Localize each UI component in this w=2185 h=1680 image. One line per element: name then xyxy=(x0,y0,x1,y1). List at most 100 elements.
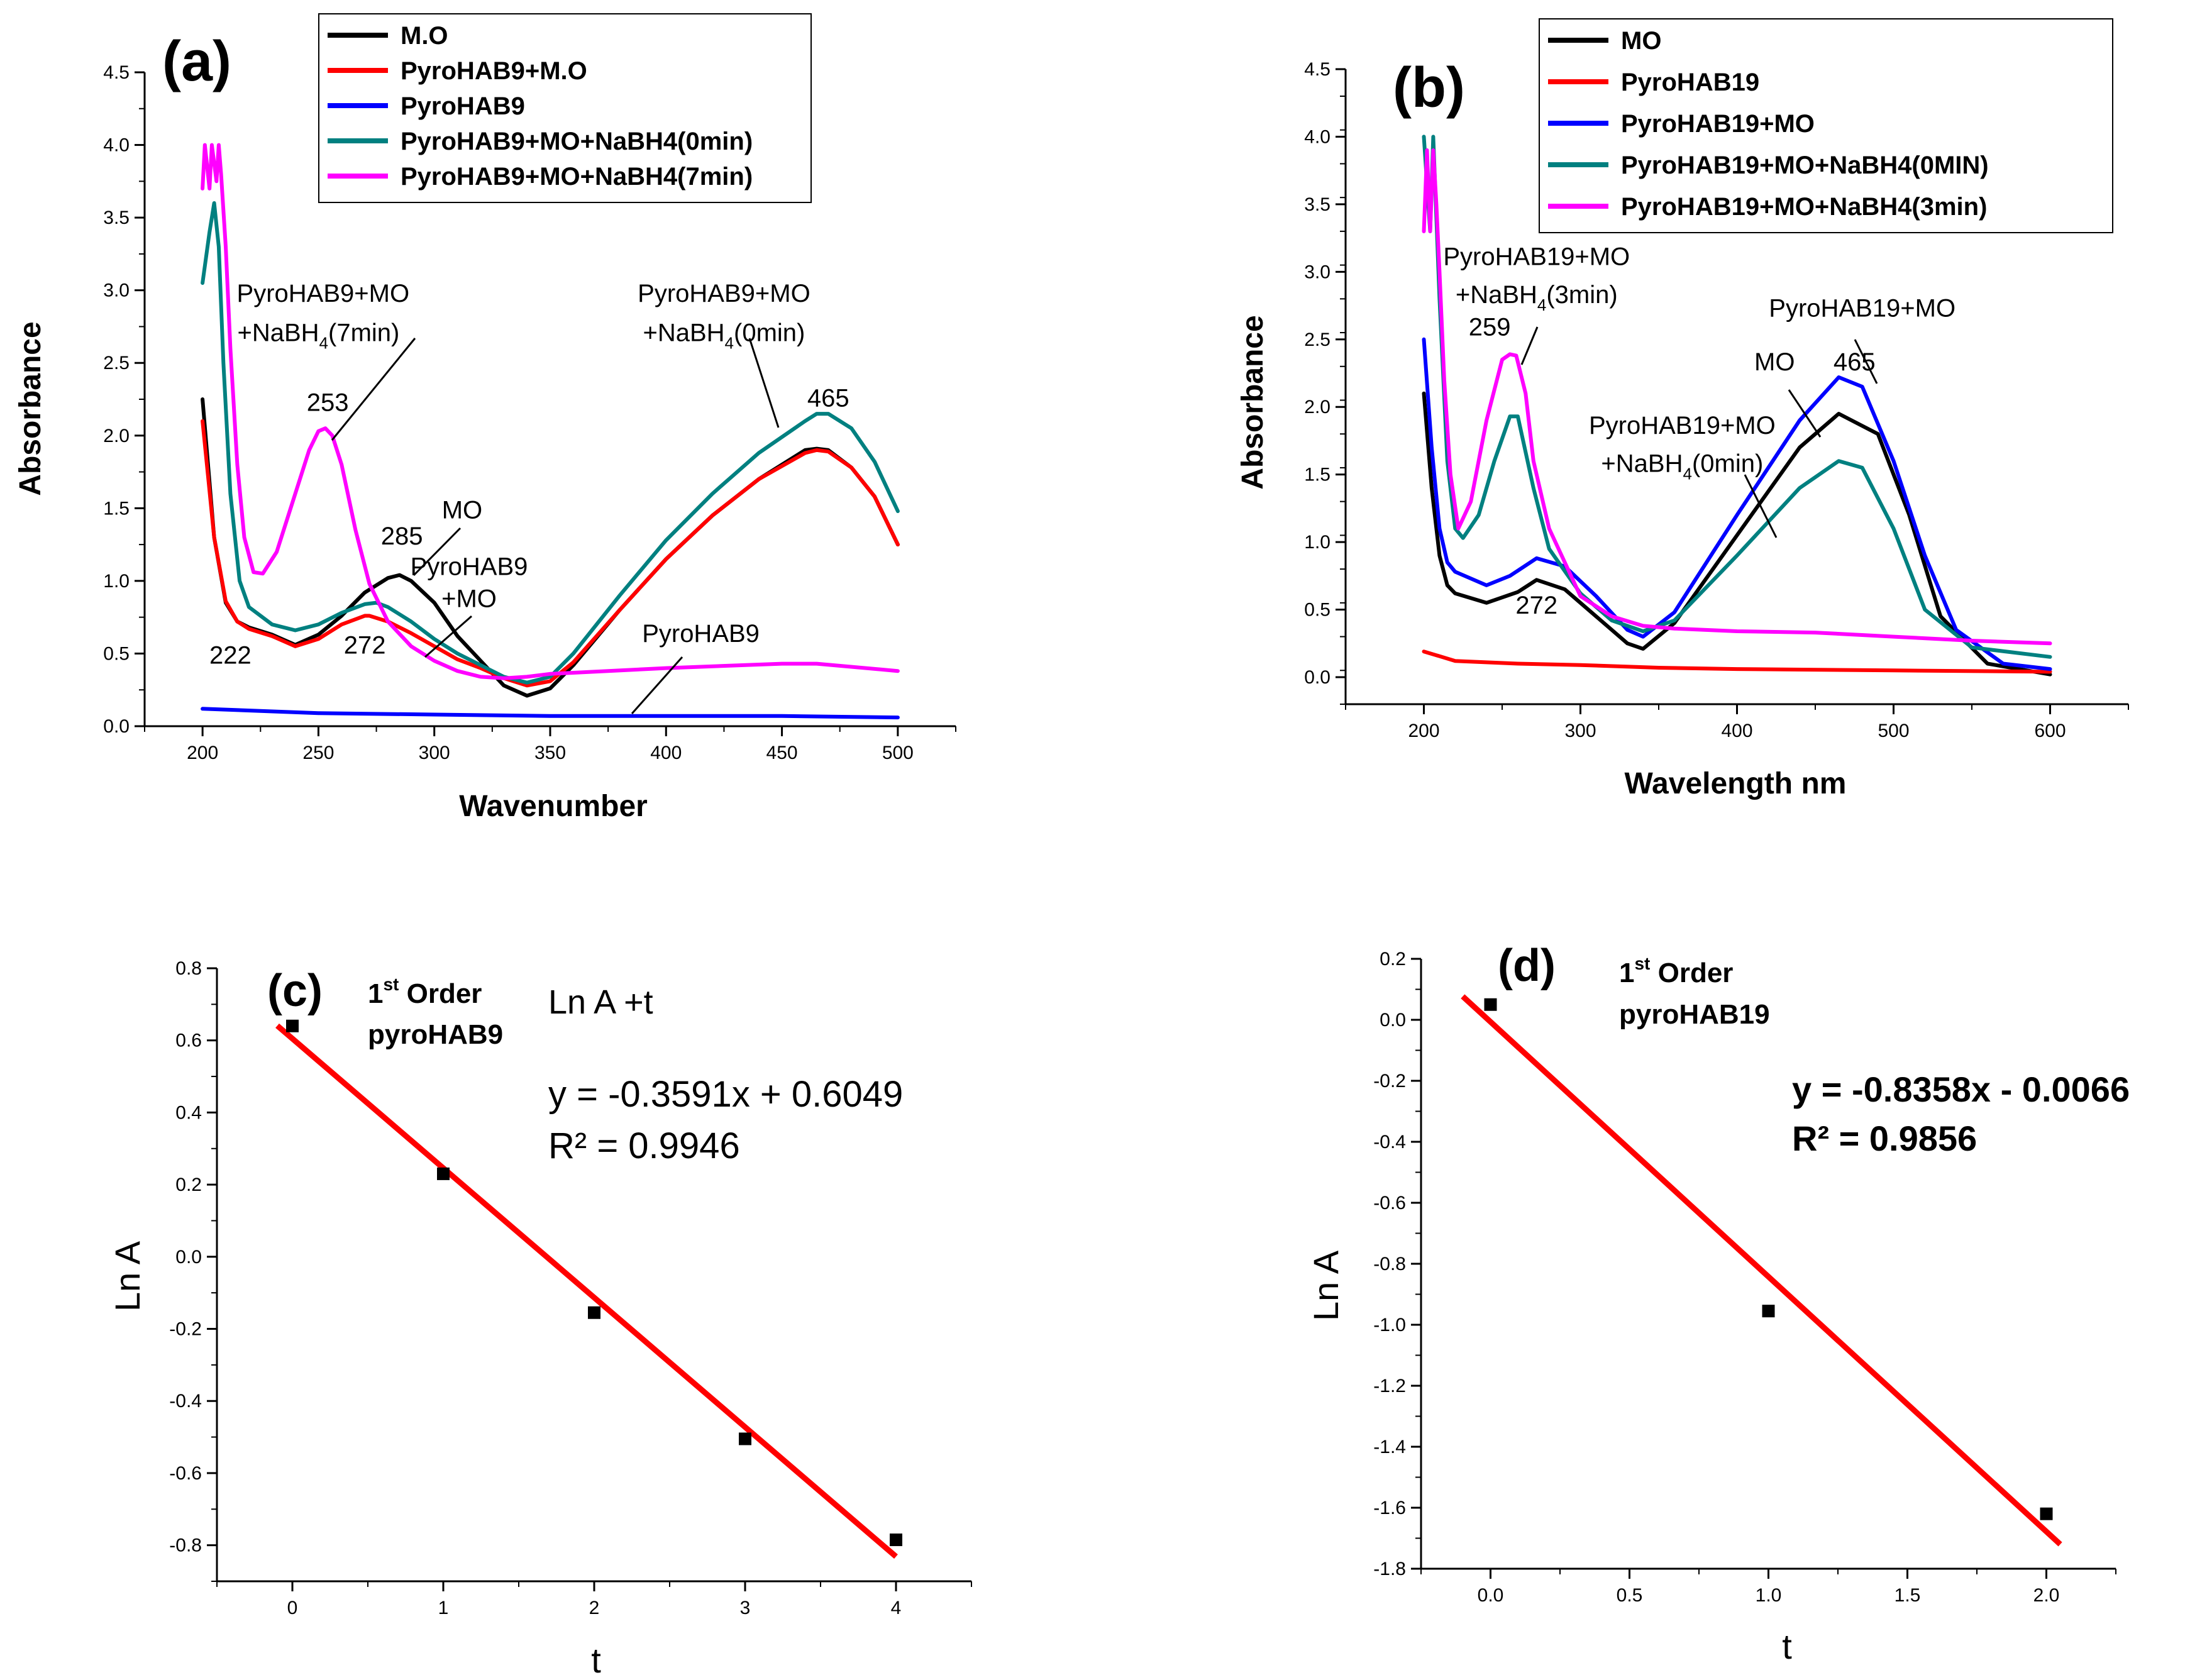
panel-b: 200 300 400 500 600 0.0 0.5 1.0 1.5 2.0 2.5 3.0 3.5 4… xyxy=(1236,18,2129,800)
y-tick-label: 0.2 xyxy=(1380,949,1406,970)
panel-d-order-line1: 1st Order xyxy=(1619,954,1733,988)
panel-d-order-line2: pyroHAB19 xyxy=(1619,999,1770,1030)
panel-b-leader-0min xyxy=(1744,474,1778,538)
legend-entry: M.O xyxy=(401,22,448,50)
panel-c-letter: (c) xyxy=(267,966,323,1016)
annotation-label: PyroHAB19+MO xyxy=(1589,412,1776,439)
panel-a-leader-7min xyxy=(331,338,416,441)
y-tick-label: 3.5 xyxy=(103,207,130,228)
panel-c-order-sup: st xyxy=(383,975,399,994)
annotation-subscript: 4 xyxy=(1683,464,1691,483)
panel-a-leader-0min xyxy=(748,338,780,428)
x-tick-label: 500 xyxy=(1878,721,1909,741)
panel-c-r-squared: R² = 0.9946 xyxy=(548,1125,740,1166)
annotation-tail: (7min) xyxy=(328,319,399,347)
y-tick-label: 3.0 xyxy=(1304,262,1330,282)
x-tick-label: 3 xyxy=(740,1598,751,1618)
y-tick-label: -1.4 xyxy=(1373,1437,1406,1457)
y-tick-label: -0.8 xyxy=(169,1535,202,1556)
x-tick-label: 2 xyxy=(589,1598,600,1618)
panel-c: 0 1 2 3 4 -0.8 -0.6 -0.4 -0.2 0.0 0.2 0.4 0.6 0.8 (c)… xyxy=(108,958,972,1680)
annotation-label: +MO xyxy=(441,585,497,612)
data-point xyxy=(1762,1305,1775,1318)
data-point xyxy=(286,1019,299,1032)
series-line-pyrohab9-m-o xyxy=(201,419,900,688)
y-tick-label: 0.6 xyxy=(175,1031,202,1051)
legend-entry: PyroHAB9+MO+NaBH4(7min) xyxy=(401,163,753,191)
panel-a-ylabel: Absorbance xyxy=(14,321,47,495)
panel-d-order-word: Order xyxy=(1650,958,1733,988)
panel-b-leader-3min xyxy=(1520,326,1539,365)
y-tick-label: -0.6 xyxy=(1373,1193,1406,1213)
panel-a-frame: 200 250 300 350 400 450 500 0.0 0.5 1.0 1.5 2.0 2.5 3… xyxy=(103,62,956,763)
legend-entry: PyroHAB19+MO xyxy=(1621,110,1815,138)
panel-c-order-number: 1 xyxy=(368,978,383,1009)
panel-d-order-number: 1 xyxy=(1619,958,1634,988)
x-tick-label: 600 xyxy=(2034,721,2066,741)
panel-b-leader-mo xyxy=(1788,389,1822,438)
y-tick-label: 0.4 xyxy=(175,1102,202,1123)
y-tick-label: 4.5 xyxy=(1304,59,1330,80)
annotation-label: 285 xyxy=(381,522,423,550)
x-tick-label: 250 xyxy=(302,743,334,763)
y-tick-label: -0.4 xyxy=(169,1391,202,1412)
y-tick-label: 0.0 xyxy=(103,716,130,737)
panel-a-series xyxy=(201,143,900,720)
data-point xyxy=(739,1432,751,1445)
annotation-label: +NaBH4(0min) xyxy=(643,319,805,353)
annotation-tail: (0min) xyxy=(734,319,805,347)
panel-b-letter: (b) xyxy=(1393,57,1465,119)
panel-d-order-sup: st xyxy=(1634,954,1650,973)
annotation-label: 465 xyxy=(807,385,849,412)
x-tick-label: 300 xyxy=(1564,721,1596,741)
series-line-pyrohab19 xyxy=(1422,649,2052,674)
series-line-pyrohab9-mo-nabh4-7min- xyxy=(201,143,900,680)
data-point xyxy=(890,1534,902,1547)
annotation-label: 272 xyxy=(1515,592,1557,619)
y-tick-label: 2.5 xyxy=(103,353,130,373)
x-tick-label: 1.5 xyxy=(1895,1585,1921,1606)
annotation-label: PyroHAB9+MO xyxy=(638,280,810,307)
x-tick-label: 300 xyxy=(419,743,450,763)
y-tick-label: 4.0 xyxy=(103,135,130,156)
x-tick-label: 1.0 xyxy=(1756,1585,1782,1606)
x-tick-label: 0.5 xyxy=(1617,1585,1643,1606)
x-tick-label: 500 xyxy=(882,743,914,763)
panel-b-frame: 200 300 400 500 600 0.0 0.5 1.0 1.5 2.0 2.5 3.0 3.5 4… xyxy=(1304,59,2129,741)
panel-c-equation: y = -0.3591x + 0.6049 xyxy=(548,1074,903,1115)
panel-b-annotations: PyroHAB19+MO+NaBH4(3min)259PyroHAB19+MOM… xyxy=(1443,243,1955,619)
y-tick-label: -0.2 xyxy=(1373,1071,1406,1091)
panel-b-ylabel: Absorbance xyxy=(1236,315,1270,489)
panel-a-annotations: 253285272222465MOPyroHAB9+MOPyroHAB9Pyro… xyxy=(209,280,849,669)
panel-c-ylabel: Ln A xyxy=(108,1241,147,1312)
panel-a-legend: M.O PyroHAB9+M.O PyroHAB9 PyroHAB9+MO+NaBH4… xyxy=(318,13,812,203)
x-tick-label: 0 xyxy=(287,1598,298,1618)
annotation-label: PyroHAB19+MO xyxy=(1769,294,1955,322)
legend-entry: MO xyxy=(1621,27,1661,55)
panel-a-leader-pyro xyxy=(631,656,683,714)
data-point xyxy=(1484,998,1497,1011)
y-tick-label: 1.0 xyxy=(1304,532,1330,553)
series-line-pyrohab19-mo-nabh4-3min- xyxy=(1422,148,2052,646)
x-tick-label: 2.0 xyxy=(2033,1585,2060,1606)
panel-c-order-word: Order xyxy=(399,978,482,1009)
panel-c-xlabel: t xyxy=(591,1640,601,1680)
panel-d-ylabel: Ln A xyxy=(1306,1250,1346,1321)
annotation-label: 222 xyxy=(209,642,252,670)
panel-a-xlabel: Wavenumber xyxy=(459,790,648,823)
annotation-label: PyroHAB19+MO xyxy=(1443,243,1630,271)
annotation-text: +NaBH xyxy=(1601,450,1683,477)
panel-c-order-line1: 1st Order xyxy=(368,975,482,1009)
panel-b-series xyxy=(1422,135,2052,677)
y-tick-label: -0.4 xyxy=(1373,1132,1406,1152)
annotation-label: PyroHAB9+MO xyxy=(237,280,410,307)
annotation-subscript: 4 xyxy=(725,334,734,353)
panel-a-letter: (a) xyxy=(162,30,231,93)
annotation-label: +NaBH4(7min) xyxy=(237,319,399,353)
panel-b-legend: MO PyroHAB19 PyroHAB19+MO PyroHAB19+MO+NaBH… xyxy=(1539,18,2113,233)
panel-d: 0.0 0.5 1.0 1.5 2.0 -1.8 -1.6 -1.4 -1.2 -1.0 -0.8 -… xyxy=(1306,941,2130,1666)
annotation-label: MO xyxy=(442,497,482,524)
y-tick-label: 0.0 xyxy=(1304,667,1330,688)
y-tick-label: -0.2 xyxy=(169,1319,202,1340)
